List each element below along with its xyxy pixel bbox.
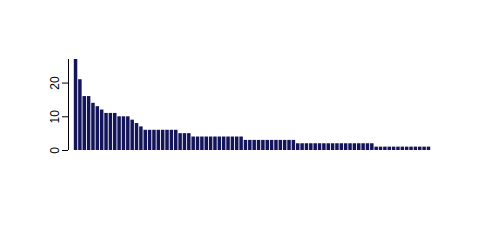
svg-text:0: 0 bbox=[48, 147, 62, 154]
svg-text:20: 20 bbox=[48, 76, 62, 90]
svg-text:10: 10 bbox=[48, 110, 62, 124]
